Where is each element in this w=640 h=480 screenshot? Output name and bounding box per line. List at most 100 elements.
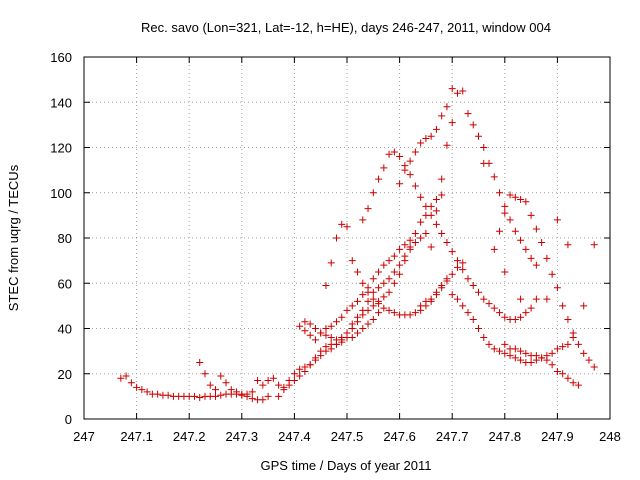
- data-point: [359, 325, 367, 332]
- data-point: [196, 358, 204, 366]
- data-point: [411, 229, 419, 237]
- data-point: [275, 392, 283, 400]
- x-tick-label: 247.8: [489, 429, 522, 444]
- y-tick-label: 40: [58, 322, 72, 337]
- chart-title: Rec. savo (Lon=321, Lat=-12, h=HE), days…: [141, 20, 551, 35]
- data-point: [438, 282, 446, 290]
- data-point: [438, 112, 446, 120]
- data-point: [364, 205, 372, 213]
- data-point: [348, 334, 356, 342]
- data-point: [475, 132, 482, 140]
- data-point: [438, 191, 446, 199]
- data-point: [453, 263, 461, 271]
- data-point: [432, 220, 440, 228]
- data-point: [375, 300, 383, 308]
- data-point: [496, 347, 504, 355]
- data-point: [422, 134, 430, 142]
- data-point: [348, 257, 356, 265]
- data-point: [154, 390, 162, 398]
- data-point: [338, 220, 346, 228]
- data-point: [190, 392, 198, 400]
- data-point: [511, 354, 519, 362]
- data-point: [590, 241, 598, 249]
- y-tick-label: 80: [58, 231, 72, 246]
- data-point: [443, 141, 451, 149]
- data-point: [511, 227, 519, 235]
- data-point: [406, 157, 414, 165]
- data-point: [301, 327, 309, 335]
- data-point: [448, 85, 456, 93]
- data-point: [517, 313, 525, 321]
- data-point: [269, 374, 277, 382]
- data-point: [248, 388, 256, 396]
- data-point: [548, 270, 556, 278]
- data-point: [369, 315, 377, 323]
- data-point: [459, 259, 467, 267]
- data-point: [196, 394, 204, 402]
- data-point: [369, 295, 377, 303]
- data-point: [380, 293, 388, 301]
- data-point: [406, 311, 414, 319]
- data-point: [217, 391, 225, 399]
- data-point: [259, 381, 267, 389]
- data-point: [574, 381, 582, 389]
- data-point: [411, 309, 419, 317]
- data-point: [311, 336, 319, 344]
- data-point: [527, 254, 535, 262]
- data-point: [543, 295, 551, 303]
- data-point: [469, 121, 477, 129]
- data-point: [564, 374, 572, 382]
- data-point: [417, 218, 425, 226]
- data-point: [354, 297, 362, 305]
- x-tick-label: 247.2: [173, 429, 206, 444]
- data-point: [301, 367, 309, 375]
- data-point: [396, 270, 404, 278]
- data-point: [401, 252, 409, 260]
- data-point: [222, 379, 230, 387]
- data-point: [427, 243, 435, 251]
- data-point: [432, 207, 440, 215]
- data-point: [369, 275, 377, 283]
- x-tick-label: 247.3: [226, 429, 259, 444]
- data-point: [501, 209, 509, 217]
- data-point: [212, 392, 219, 400]
- data-point: [332, 234, 340, 242]
- data-point: [380, 261, 388, 269]
- data-point: [206, 381, 214, 389]
- x-axis-label: GPS time / Days of year 2011: [261, 458, 432, 473]
- data-point: [396, 261, 404, 269]
- data-point: [364, 288, 372, 296]
- data-point: [453, 257, 461, 265]
- data-point: [475, 325, 482, 332]
- data-point: [327, 322, 335, 330]
- data-point: [438, 175, 446, 183]
- data-point: [517, 236, 525, 244]
- data-point: [432, 125, 440, 133]
- data-point: [322, 331, 330, 339]
- tick-label-layer: 247 247.1 247.2 247.3 247.4 247.5 247.6 247.7 24…: [50, 50, 621, 444]
- data-point: [506, 216, 514, 224]
- data-point: [227, 386, 235, 394]
- data-point: [364, 320, 372, 328]
- x-tick-label: 247.6: [383, 429, 416, 444]
- data-point: [233, 388, 241, 396]
- data-point: [485, 300, 493, 308]
- data-point: [585, 356, 593, 364]
- data-point: [164, 391, 172, 399]
- data-point: [354, 313, 362, 321]
- data-point: [464, 275, 472, 283]
- data-point: [417, 193, 425, 201]
- data-point: [501, 349, 509, 357]
- data-point: [338, 313, 346, 321]
- data-point: [385, 288, 393, 296]
- data-point: [548, 349, 556, 357]
- data-point: [453, 89, 461, 97]
- data-point: [143, 388, 151, 396]
- grid-layer: [84, 57, 610, 419]
- data-point: [390, 279, 398, 287]
- y-tick-label: 20: [58, 367, 72, 382]
- data-point: [217, 372, 225, 380]
- data-point: [385, 150, 393, 158]
- data-point: [317, 352, 325, 360]
- data-point: [354, 329, 362, 337]
